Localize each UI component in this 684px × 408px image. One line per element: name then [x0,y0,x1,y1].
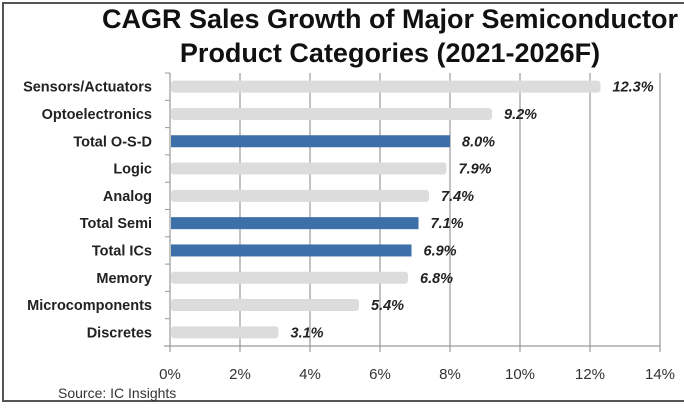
bar [171,189,429,202]
category-label: Discretes [87,325,152,341]
x-tick-label: 8% [439,366,461,383]
category-label: Total O-S-D [73,134,152,150]
bar [171,299,359,312]
category-label: Total ICs [92,243,152,259]
x-tick-label: 12% [575,366,605,383]
value-label: 5.4% [371,298,404,314]
bar [171,326,279,339]
value-label: 8.0% [462,134,495,150]
value-label: 12.3% [613,80,654,96]
x-tick-label: 0% [159,366,181,383]
category-label: Logic [113,162,152,178]
bar [171,217,419,230]
bar [171,135,450,148]
category-label: Optoelectronics [42,107,152,123]
bar [171,107,492,120]
category-label: Analog [103,189,152,205]
category-label: Microcomponents [27,298,152,314]
chart-title-line-2: Product Categories (2021-2026F) [179,38,601,68]
x-tick-label: 2% [229,366,251,383]
source-note: Source: IC Insights [58,385,177,401]
value-label: 9.2% [504,107,537,123]
value-label: 7.9% [459,162,492,178]
bar [171,244,412,257]
value-label: 3.1% [291,325,324,341]
x-tick-label: 6% [369,366,391,383]
x-tick-label: 4% [299,366,321,383]
value-label: 7.1% [431,216,464,232]
bar [171,80,601,93]
category-label: Total Semi [80,216,152,232]
value-label: 7.4% [441,189,474,205]
category-label: Memory [96,271,152,287]
value-label: 6.9% [424,243,457,259]
category-label: Sensors/Actuators [23,80,152,96]
value-label: 6.8% [420,271,453,287]
chart-frame [2,2,684,402]
x-tick-label: 14% [645,366,675,383]
x-tick-label: 10% [505,366,535,383]
chart-title-line-1: CAGR Sales Growth of Major Semiconductor [101,4,679,34]
bar [171,162,447,175]
bar [171,271,408,284]
